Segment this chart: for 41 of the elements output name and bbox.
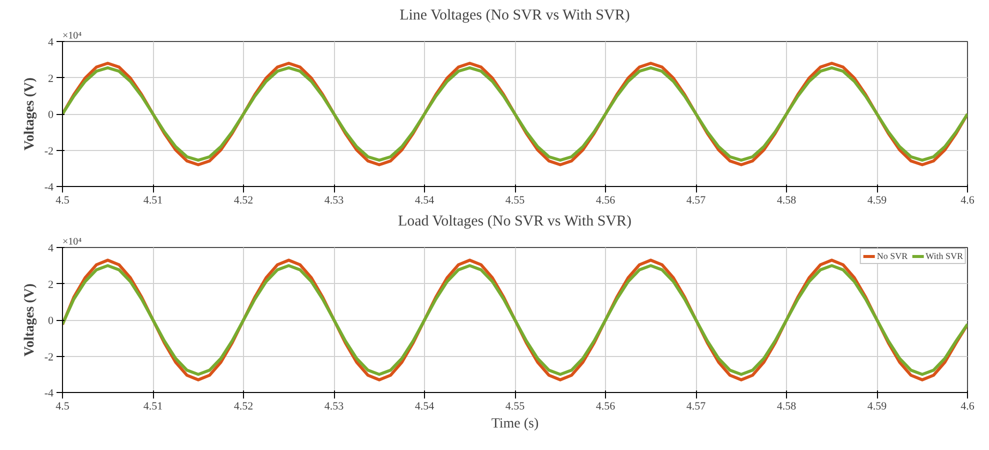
- x-tick-label: 4.52: [234, 194, 254, 206]
- y-tick-label: 4: [48, 242, 54, 254]
- chart-title: Load Voltages (No SVR vs With SVR): [398, 214, 632, 230]
- x-tick-label: 4.6: [960, 400, 975, 412]
- y-axis-title: Voltages (V): [22, 283, 38, 356]
- x-tick-label: 4.59: [867, 400, 888, 412]
- x-tick-label: 4.51: [143, 194, 163, 206]
- x-tick-label: 4.52: [234, 400, 254, 412]
- x-tick-label: 4.58: [776, 400, 797, 412]
- y-tick-label: 0: [48, 315, 54, 327]
- legend-label: With SVR: [926, 251, 963, 261]
- x-tick-label: 4.56: [596, 194, 616, 206]
- annotation: ×10⁴: [62, 30, 82, 42]
- x-tick-label: 4.55: [505, 400, 526, 412]
- y-tick-label: 2: [48, 278, 54, 291]
- x-tick-label: 4.6: [960, 194, 975, 206]
- y-tick-label: -4: [44, 388, 54, 400]
- x-tick-label: 4.54: [414, 400, 435, 412]
- x-tick-label: 4.54: [414, 194, 435, 206]
- x-axis-title: Time (s): [491, 416, 539, 432]
- x-tick-label: 4.53: [324, 400, 344, 412]
- y-tick-label: 0: [48, 109, 54, 121]
- y-tick-label: -4: [44, 182, 54, 194]
- y-tick-label: 2: [48, 72, 54, 85]
- x-tick-label: 4.5: [56, 400, 70, 412]
- x-tick-label: 4.53: [324, 194, 344, 206]
- x-tick-label: 4.57: [686, 400, 706, 412]
- x-tick-label: 4.55: [505, 194, 526, 206]
- x-tick-label: 4.59: [867, 194, 888, 206]
- x-tick-label: 4.5: [56, 194, 70, 206]
- chart-title: Line Voltages (No SVR vs With SVR): [400, 8, 630, 24]
- text: ×10⁴: [62, 236, 82, 248]
- x-tick-label: 4.56: [596, 400, 616, 412]
- y-tick-label: -2: [44, 145, 54, 158]
- x-tick-label: 4.51: [143, 400, 163, 412]
- y-axis-title: Voltages (V): [22, 77, 38, 150]
- y-tick-label: 4: [48, 36, 54, 48]
- x-tick-label: 4.57: [686, 194, 706, 206]
- x-tick-label: 4.58: [776, 194, 797, 206]
- legend-label: No SVR: [876, 251, 908, 261]
- y-tick-label: -2: [44, 351, 54, 364]
